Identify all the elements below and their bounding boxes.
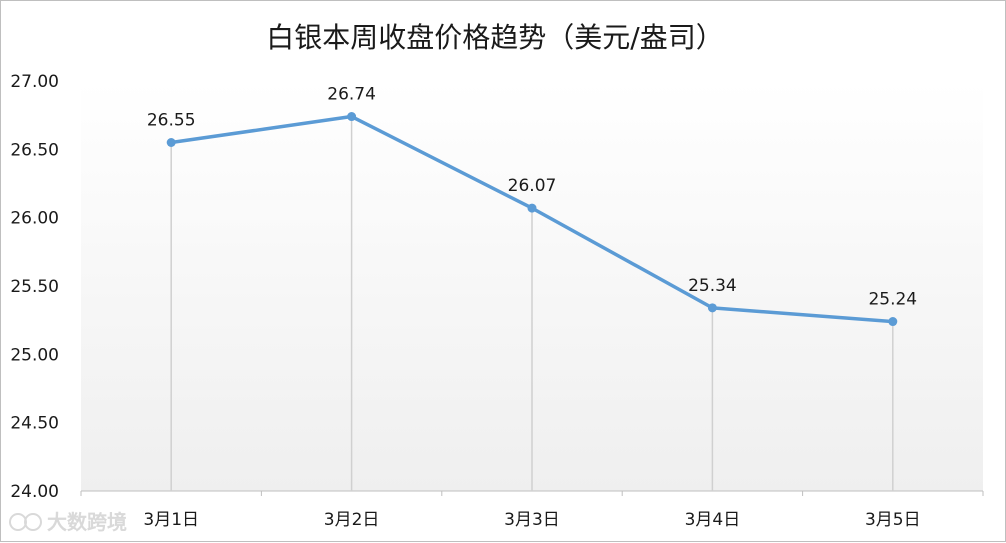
y-tick-label: 26.00 — [10, 209, 59, 229]
data-point — [527, 203, 537, 213]
y-tick-label: 27.00 — [10, 72, 59, 92]
y-tick-label: 25.50 — [10, 277, 59, 297]
x-axis: 3月1日 3月2日 3月3日 3月4日 3月5日 — [80, 490, 984, 530]
y-tick-label: 24.00 — [10, 482, 59, 502]
data-label: 26.55 — [147, 111, 196, 131]
data-point — [166, 138, 176, 147]
data-label: 25.24 — [868, 290, 917, 310]
data-point — [707, 303, 717, 313]
data-labels: 26.55 26.74 26.07 25.34 25.24 — [147, 85, 917, 310]
watermark: 大数跨境 — [9, 510, 127, 534]
data-point — [347, 112, 357, 122]
chart-title: 白银本周收盘价格趋势（美元/盎司） — [266, 21, 723, 54]
x-category-label: 3月2日 — [324, 510, 380, 530]
y-tick-label: 26.50 — [10, 140, 59, 160]
y-tick-label: 25.00 — [10, 345, 59, 365]
x-category-label: 3月4日 — [685, 510, 741, 530]
data-label: 26.74 — [327, 85, 376, 105]
watermark-logo-icon — [9, 513, 27, 531]
data-points — [166, 112, 898, 327]
watermark-logo-icon-2 — [24, 513, 42, 531]
x-category-label: 3月3日 — [504, 510, 560, 530]
y-tick-label: 24.50 — [10, 414, 59, 434]
data-label: 26.07 — [508, 176, 557, 196]
watermark-text: 大数跨境 — [47, 510, 127, 534]
x-category-label: 3月1日 — [143, 510, 199, 530]
data-label: 25.34 — [688, 276, 737, 296]
x-category-label: 3月5日 — [865, 510, 921, 530]
y-axis: 24.00 24.50 25.00 25.50 26.00 26.50 27.00 — [10, 72, 59, 502]
drop-lines — [170, 116, 894, 491]
data-point — [888, 317, 898, 327]
